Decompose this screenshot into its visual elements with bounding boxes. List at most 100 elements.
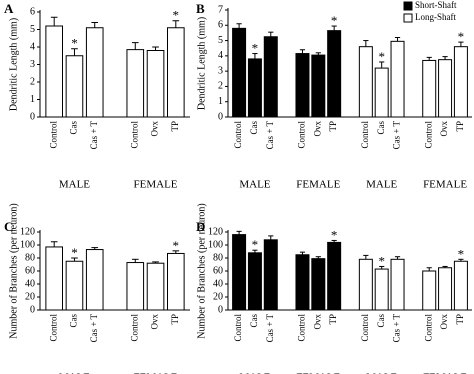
bar [311,54,326,118]
bar [374,268,389,311]
x-tick-label: Ovx [150,121,160,137]
bar [247,58,262,118]
y-tick-label: 80 [213,252,223,263]
x-tick-label: Control [48,314,58,342]
group-label: MALE [366,179,397,191]
group-label: FEMALE [134,179,178,191]
significance-star: * [252,41,259,56]
y-axis-label: Dendritic Length (mm) [196,17,207,110]
legend-swatch [403,1,413,11]
bar [374,67,389,118]
y-tick-label: 60 [25,265,35,276]
bar [247,252,262,311]
y-tick-label: 5 [218,35,223,46]
legend-swatch [403,13,413,23]
bar [263,36,278,118]
bar [390,258,405,311]
legend-label: Short-Shaft [415,0,457,10]
bar [146,262,165,311]
group-label: MALE [59,372,90,374]
x-tick-label: Control [423,121,433,149]
significance-star: * [378,253,385,268]
significance-star: * [378,49,385,64]
group-label: MALE [59,179,90,191]
bar [232,27,247,118]
bar [65,260,84,311]
x-tick-label: Ovx [150,314,160,330]
x-tick-label: Ovx [312,314,322,330]
y-tick-label: 1 [30,94,35,105]
bar [167,252,185,311]
bar [45,25,64,118]
y-axis-label: Number of Branches (per neuron) [8,203,19,339]
x-tick-label: Cas [249,314,259,328]
y-tick-label: 120 [20,226,35,237]
x-tick-label: TP [170,314,180,325]
x-tick-label: Control [297,314,307,342]
x-tick-label: Cas + T [265,121,275,150]
x-tick-label: TP [170,121,180,132]
x-tick-label: Control [233,121,243,149]
x-tick-label: Control [48,121,58,149]
x-tick-label: Control [129,121,139,149]
bar [311,258,326,311]
bar [327,30,342,118]
x-tick-label: Cas [69,121,79,135]
bar [126,262,145,311]
x-tick-label: Control [297,121,307,149]
x-tick-label: Cas [249,121,259,135]
x-tick-label: Cas [376,314,386,328]
x-tick-label: Cas [376,121,386,135]
panel-label: C [4,219,13,234]
y-tick-label: 4 [30,41,35,52]
x-tick-label: Ovx [312,121,322,137]
y-tick-label: 3 [30,59,35,70]
y-tick-label: 0 [30,111,35,122]
bar [453,46,468,118]
y-tick-label: 0 [30,304,35,315]
bar [263,239,278,311]
group-label: FEMALE [296,179,340,191]
y-tick-label: 80 [25,252,35,263]
legend-label: Long-Shaft [415,12,456,22]
x-tick-label: Control [360,121,370,149]
y-tick-label: 60 [213,265,223,276]
y-tick-label: 5 [30,24,35,35]
bar [390,40,405,118]
x-tick-label: TP [455,314,465,325]
bar [438,267,453,311]
y-tick-label: 4 [218,50,223,61]
x-tick-label: Cas + T [89,121,99,150]
y-axis-label: Dendritic Length (mm) [8,18,19,111]
significance-star: * [71,36,78,51]
bar [358,46,373,118]
group-label: FEMALE [423,372,467,374]
x-tick-label: Ovx [439,314,449,330]
group-label: FEMALE [423,179,467,191]
bar [453,260,468,311]
group-label: FEMALE [134,372,178,374]
group-label: MALE [366,372,397,374]
x-tick-label: Control [233,314,243,342]
bar [295,53,310,118]
group-label: FEMALE [296,372,340,374]
y-tick-label: 0 [218,111,223,122]
bar [45,246,64,311]
x-tick-label: Ovx [439,121,449,137]
significance-star: * [173,8,180,23]
significance-star: * [252,237,259,252]
y-tick-label: 3 [218,65,223,76]
panel-label: D [196,219,205,234]
y-tick-label: 6 [218,20,223,31]
bar [358,258,373,311]
y-tick-label: 2 [218,81,223,92]
significance-star: * [458,246,465,261]
significance-star: * [331,13,338,28]
significance-star: * [173,238,180,253]
bar [167,27,185,118]
significance-star: * [331,227,338,242]
y-tick-label: 1 [218,96,223,107]
x-tick-label: TP [328,121,338,132]
